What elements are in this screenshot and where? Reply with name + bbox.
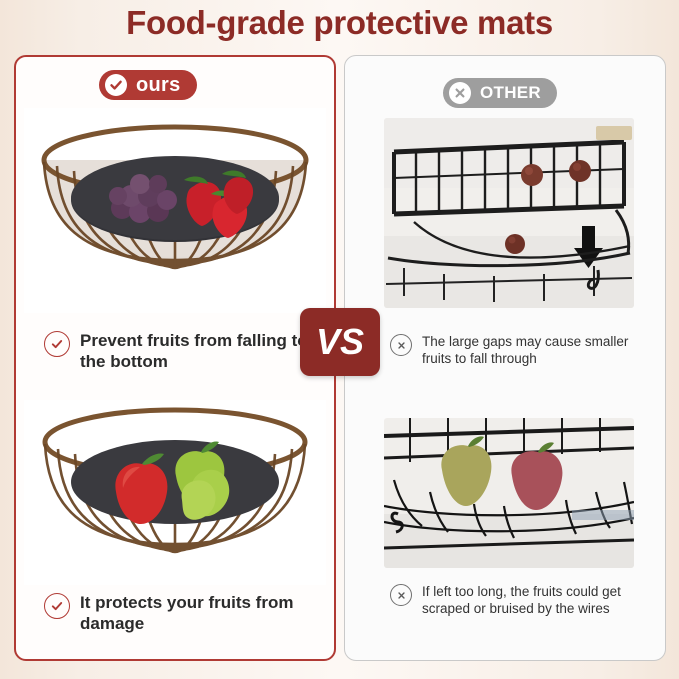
- ours-photo-grapes-strawberries: [24, 108, 326, 313]
- ours-badge-label: ours: [136, 73, 181, 96]
- other-photo-bruising: [384, 418, 634, 568]
- ours-bullet-2-label: It protects your fruits from damage: [80, 593, 294, 633]
- other-badge: OTHER: [443, 78, 557, 108]
- ours-badge: ours: [99, 70, 197, 100]
- cross-circle-icon: [390, 334, 412, 356]
- ours-bullet-2: It protects your fruits from damage: [44, 592, 314, 634]
- page-title: Food-grade protective mats: [126, 4, 553, 41]
- other-badge-label: OTHER: [480, 83, 541, 102]
- other-photo-gaps: [384, 118, 634, 308]
- cross-circle-icon: [449, 82, 471, 104]
- cross-circle-icon: [390, 584, 412, 606]
- check-circle-icon: [105, 74, 127, 96]
- other-bullet-1-label: The large gaps may cause smaller fruits …: [422, 334, 629, 366]
- check-circle-icon: [44, 593, 70, 619]
- ours-bullet-1-label: Prevent fruits from falling to the botto…: [80, 331, 308, 371]
- other-bullet-1: The large gaps may cause smaller fruits …: [390, 333, 640, 367]
- ours-bullet-1: Prevent fruits from falling to the botto…: [44, 330, 314, 372]
- ours-photo-apples: [24, 400, 326, 585]
- other-bullet-2-label: If left too long, the fruits could get s…: [422, 584, 621, 616]
- vs-badge: VS: [300, 308, 380, 376]
- other-bullet-2: If left too long, the fruits could get s…: [390, 583, 640, 617]
- check-circle-icon: [44, 331, 70, 357]
